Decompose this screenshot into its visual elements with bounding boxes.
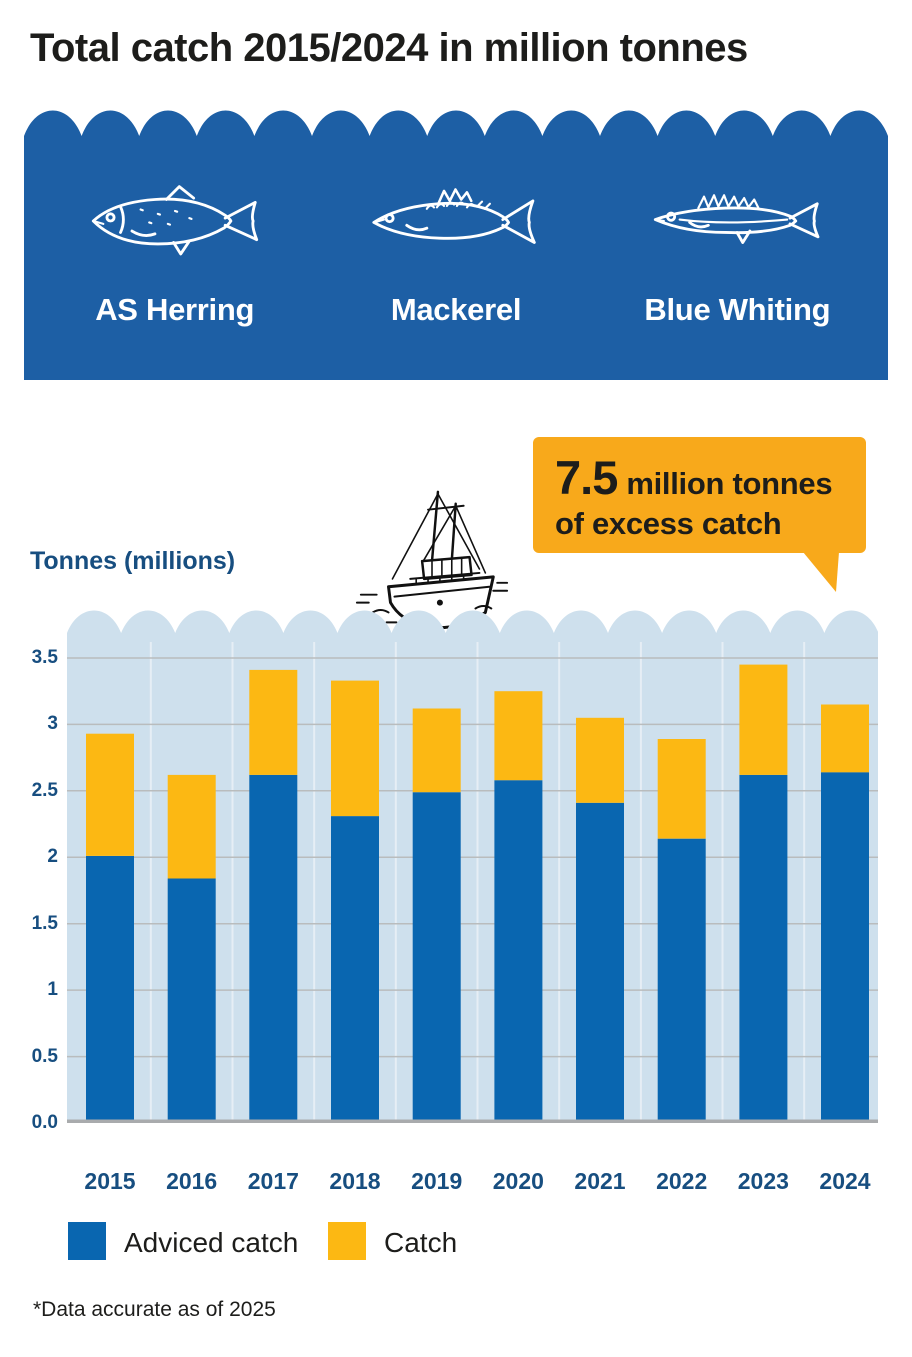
ytick-1.5: 1.5 [31,912,58,934]
bar-advised-2015 [86,856,134,1123]
bar-advised-2016 [167,878,216,1123]
bar-advised-2024 [821,772,869,1123]
x-axis-line [67,1119,878,1123]
bar-catch-2019 [412,708,461,793]
ytick-1: 1 [47,979,58,1001]
chart-plot [67,610,878,1123]
bar-catch-2021 [576,717,624,803]
callout-value: 7.5 [555,451,618,504]
ytick-2.5: 2.5 [31,779,58,801]
xlabel-2016: 2016 [166,1168,218,1194]
xlabel-2021: 2021 [574,1168,626,1194]
mackerel-fish-icon [372,188,537,244]
fish-cell-herring: AS Herring [35,178,314,328]
ytick-0.5: 0.5 [31,1045,58,1067]
ytick-3: 3 [47,713,58,735]
callout-value-suffix: million tonnes [626,466,833,501]
bar-advised-2019 [412,792,461,1123]
fish-row: AS Herring Mackerel [24,100,888,380]
legend-label-advised-catch: Adviced catch [124,1227,299,1258]
xlabel-2020: 2020 [492,1168,544,1194]
ytick-0.0: 0.0 [31,1112,58,1133]
banner-wave-shape [24,110,888,380]
fish-label-blue-whiting: Blue Whiting [644,292,831,327]
xlabel-2024: 2024 [819,1168,871,1194]
ytick-2: 2 [47,846,58,868]
bar-advised-2018 [331,816,379,1123]
callout-line2: of excess catch [555,506,782,541]
bar-advised-2020 [494,780,543,1123]
legend-swatch-catch [328,1222,366,1260]
bar-catch-2018 [331,680,379,817]
species-banner: AS Herring Mackerel [24,100,888,380]
page-title: Total catch 2015/2024 in million tonnes [30,26,748,70]
bar-catch-2015 [86,733,134,856]
legend-label-catch: Catch [384,1227,458,1258]
bar-advised-2021 [576,802,624,1123]
excess-catch-callout: 7.5 million tonnes of excess catch [533,437,866,592]
blue-whiting-fish-icon [654,194,820,244]
bar-catch-2020 [494,691,543,781]
xlabel-2019: 2019 [411,1168,463,1194]
xlabel-2023: 2023 [737,1168,789,1194]
xlabel-2015: 2015 [84,1168,136,1194]
y-axis-title: Tonnes (millions) [30,547,236,575]
bar-advised-2022 [657,838,706,1123]
bar-advised-2017 [249,774,298,1123]
xlabel-2017: 2017 [247,1168,299,1194]
herring-fish-icon [91,185,258,256]
callout-tail [803,552,839,592]
bar-advised-2023 [739,774,788,1123]
bar-catch-2024 [821,704,869,773]
xlabel-2022: 2022 [656,1168,708,1194]
bar-catch-2023 [739,664,788,775]
bar-catch-2017 [249,669,298,775]
fish-label-mackerel: Mackerel [390,292,522,327]
bar-catch-2022 [657,739,706,839]
legend-swatch-advised-catch [68,1222,106,1260]
footnote: *Data accurate as of 2025 [33,1298,276,1321]
bar-catch-2016 [167,774,216,879]
ytick-3.5: 3.5 [31,646,58,668]
fish-cell-blue-whiting: Blue Whiting [598,178,877,328]
callout-line1: 7.5 million tonnes [555,450,866,505]
fish-cell-mackerel: Mackerel [317,178,596,328]
fish-label-herring: AS Herring [95,292,255,327]
xlabel-2018: 2018 [329,1168,381,1194]
